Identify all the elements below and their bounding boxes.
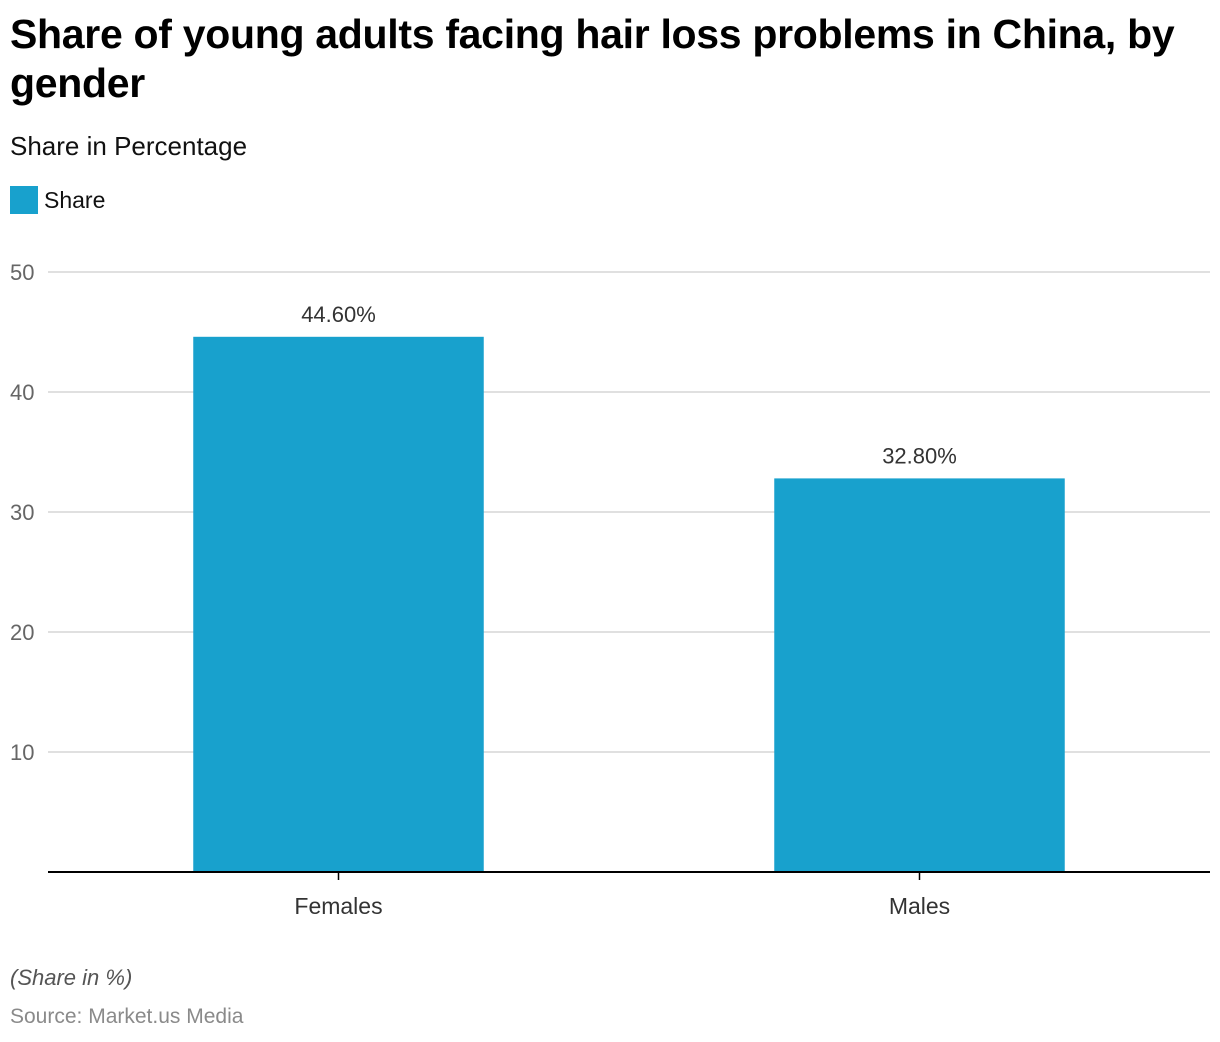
- x-tick-label: Females: [294, 893, 382, 919]
- bar: [774, 478, 1065, 872]
- y-tick-label: 50: [10, 260, 34, 285]
- source-note: Source: Market.us Media: [10, 1005, 244, 1028]
- chart-title: Share of young adults facing hair loss p…: [10, 11, 1175, 106]
- legend: Share: [10, 186, 105, 214]
- legend-label: Share: [44, 186, 106, 213]
- y-tick-label: 20: [10, 620, 34, 645]
- y-tick-label: 10: [10, 740, 34, 765]
- data-label: 44.60%: [301, 302, 376, 327]
- legend-swatch: [10, 186, 38, 214]
- bar-chart: 10 20 30 40 50 44.60% Females 32.80% Males: [10, 260, 1210, 919]
- y-tick-label: 40: [10, 380, 34, 405]
- footnote: (Share in %): [10, 965, 133, 990]
- chart-subtitle: Share in Percentage: [10, 131, 248, 161]
- data-label: 32.80%: [882, 443, 957, 468]
- bar: [193, 336, 484, 872]
- x-tick-label: Males: [889, 893, 950, 919]
- y-tick-label: 30: [10, 500, 34, 525]
